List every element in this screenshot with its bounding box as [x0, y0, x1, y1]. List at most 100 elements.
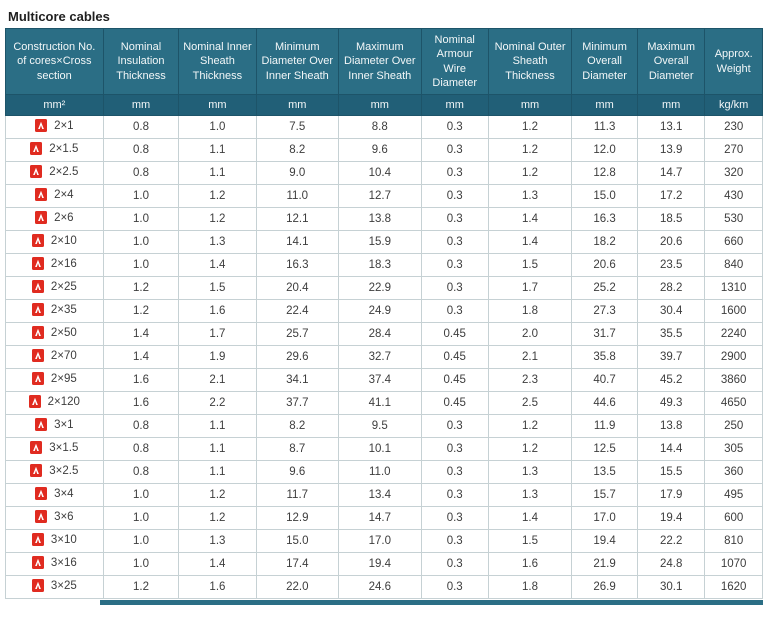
- pdf-file-icon[interactable]: [31, 533, 44, 547]
- value-cell: 2.1: [487, 345, 573, 370]
- value-cell: 15.0: [571, 184, 638, 209]
- pdf-file-icon[interactable]: [31, 349, 44, 363]
- column-unit: mm²: [5, 94, 104, 117]
- construction-inner: 2×1: [35, 119, 74, 133]
- value-cell: 0.8: [102, 414, 180, 439]
- pdf-file-icon[interactable]: [35, 119, 48, 133]
- value-cell: 40.7: [571, 368, 638, 393]
- value-cell: 15.0: [255, 529, 340, 554]
- construction-label: 3×10: [50, 533, 77, 546]
- construction-inner: 3×6: [35, 510, 74, 524]
- value-cell: 35.8: [571, 345, 638, 370]
- value-cell: 31.7: [571, 322, 638, 347]
- value-cell: 810: [704, 529, 763, 554]
- value-cell: 1.6: [178, 575, 257, 600]
- construction-label: 2×25: [50, 280, 77, 293]
- value-cell: 22.0: [255, 575, 340, 600]
- pdf-file-icon[interactable]: [31, 280, 44, 294]
- value-cell: 1.6: [102, 368, 180, 393]
- construction-label: 2×4: [54, 188, 74, 201]
- construction-cell: 2×4: [5, 184, 104, 209]
- value-cell: 20.6: [571, 253, 638, 278]
- column-unit: mm: [255, 94, 340, 117]
- construction-cell: 2×70: [5, 345, 104, 370]
- value-cell: 12.8: [571, 161, 638, 186]
- value-cell: 19.4: [338, 552, 422, 577]
- value-cell: 39.7: [636, 345, 706, 370]
- pdf-file-icon[interactable]: [35, 487, 48, 501]
- construction-label: 3×1: [54, 418, 74, 431]
- value-cell: 1.3: [487, 460, 573, 485]
- value-cell: 12.5: [571, 437, 638, 462]
- construction-label: 3×6: [54, 510, 74, 523]
- table-row: 3×1 0.8 1.1 8.2 9.5 0.3 1.2 11.9 13.8 250: [5, 414, 763, 439]
- pdf-file-icon[interactable]: [31, 556, 44, 570]
- value-cell: 1.2: [178, 483, 257, 508]
- value-cell: 1.9: [178, 345, 257, 370]
- pdf-file-icon[interactable]: [35, 188, 48, 202]
- pdf-file-icon[interactable]: [28, 395, 41, 409]
- column-unit: mm: [420, 94, 489, 117]
- pdf-file-icon[interactable]: [30, 441, 43, 455]
- value-cell: 17.4: [255, 552, 340, 577]
- construction-inner: 2×10: [31, 234, 77, 248]
- value-cell: 37.7: [255, 391, 340, 416]
- pdf-file-icon[interactable]: [35, 510, 48, 524]
- value-cell: 2240: [704, 322, 763, 347]
- pdf-file-icon[interactable]: [35, 418, 48, 432]
- value-cell: 0.3: [420, 506, 489, 531]
- construction-label: 2×95: [50, 372, 77, 385]
- value-cell: 270: [704, 138, 763, 163]
- pdf-file-icon[interactable]: [30, 142, 43, 156]
- value-cell: 1.4: [178, 253, 257, 278]
- value-cell: 0.3: [420, 460, 489, 485]
- construction-inner: 3×2.5: [30, 464, 78, 478]
- value-cell: 1.1: [178, 437, 257, 462]
- pdf-file-icon[interactable]: [31, 234, 44, 248]
- table-row: 2×25 1.2 1.5 20.4 22.9 0.3 1.7 25.2 28.2 1310: [5, 276, 763, 301]
- construction-inner: 2×70: [31, 349, 77, 363]
- multicore-cables-table: Construction No. of cores×Cross section N…: [5, 27, 763, 600]
- value-cell: 21.9: [571, 552, 638, 577]
- value-cell: 0.8: [102, 460, 180, 485]
- header-units-row: mm² mm mm mm mm mm mm mm mm kg/km: [5, 94, 763, 117]
- value-cell: 18.2: [571, 230, 638, 255]
- value-cell: 7.5: [255, 115, 340, 140]
- value-cell: 19.4: [636, 506, 706, 531]
- construction-cell: 3×10: [5, 529, 104, 554]
- pdf-file-icon[interactable]: [31, 326, 44, 340]
- pdf-file-icon[interactable]: [31, 257, 44, 271]
- pdf-file-icon[interactable]: [31, 579, 44, 593]
- column-header: Construction No. of cores×Cross section: [5, 27, 104, 96]
- construction-cell: 2×16: [5, 253, 104, 278]
- construction-inner: 2×1.5: [30, 142, 78, 156]
- value-cell: 0.3: [420, 299, 489, 324]
- column-unit: mm: [102, 94, 180, 117]
- value-cell: 16.3: [571, 207, 638, 232]
- pdf-file-icon[interactable]: [31, 372, 44, 386]
- value-cell: 1.1: [178, 138, 257, 163]
- construction-cell: 3×6: [5, 506, 104, 531]
- value-cell: 22.9: [338, 276, 422, 301]
- column-unit: mm: [487, 94, 573, 117]
- pdf-file-icon[interactable]: [31, 303, 44, 317]
- value-cell: 17.0: [571, 506, 638, 531]
- value-cell: 17.2: [636, 184, 706, 209]
- construction-inner: 3×25: [31, 579, 77, 593]
- construction-label: 3×25: [50, 579, 77, 592]
- header-labels-row: Construction No. of cores×Cross section N…: [5, 27, 763, 96]
- value-cell: 840: [704, 253, 763, 278]
- value-cell: 9.0: [255, 161, 340, 186]
- pdf-file-icon[interactable]: [30, 165, 43, 179]
- pdf-file-icon[interactable]: [35, 211, 48, 225]
- value-cell: 32.7: [338, 345, 422, 370]
- value-cell: 2900: [704, 345, 763, 370]
- value-cell: 35.5: [636, 322, 706, 347]
- construction-label: 2×70: [50, 349, 77, 362]
- column-unit: kg/km: [704, 94, 763, 117]
- pdf-file-icon[interactable]: [30, 464, 43, 478]
- value-cell: 1.4: [102, 345, 180, 370]
- value-cell: 30.4: [636, 299, 706, 324]
- value-cell: 13.1: [636, 115, 706, 140]
- value-cell: 13.4: [338, 483, 422, 508]
